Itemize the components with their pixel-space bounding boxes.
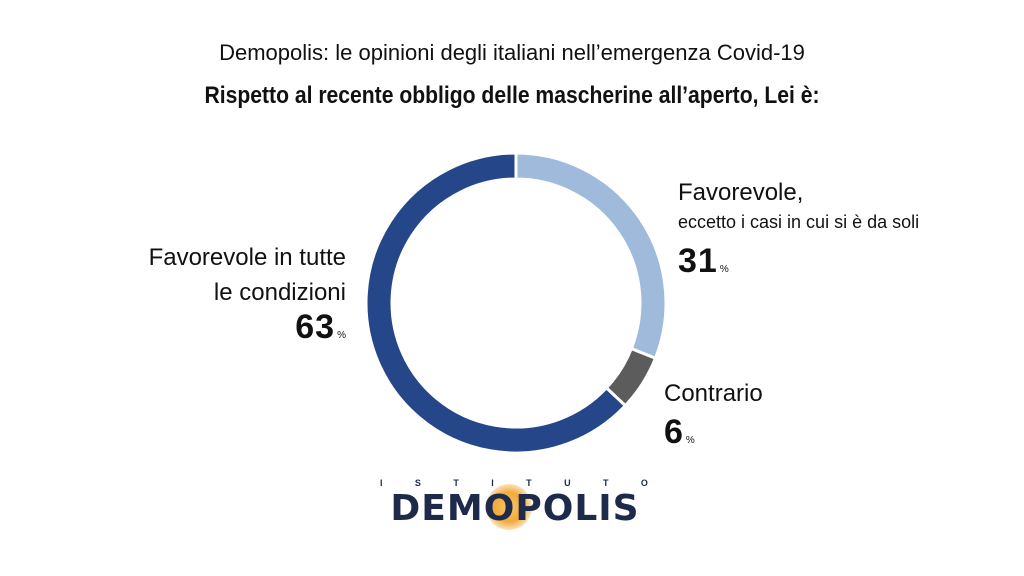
label-fav-except: Favorevole, eccetto i casi in cui si è d… <box>678 178 919 285</box>
logo-letter: T <box>602 478 611 488</box>
logo-top-text: I S T I T U T O <box>380 478 650 488</box>
label-contrario-line1: Contrario <box>664 380 763 407</box>
label-fav-except-line1: Favorevole, <box>678 179 804 206</box>
demopolis-logo: I S T I T U T O DEMOPOLIS <box>380 478 650 538</box>
label-fav-except-unit: % <box>719 264 729 275</box>
logo-letter: I <box>491 478 496 488</box>
label-fav-all-value: 63 <box>295 308 336 346</box>
logo-letter: O <box>640 478 650 488</box>
label-fav-all-line1: Favorevole in tutte <box>148 244 346 271</box>
logo-letter: S <box>414 478 423 488</box>
chart-supertitle: Demopolis: le opinioni degli italiani ne… <box>219 40 805 65</box>
label-contrario: Contrario 6% <box>664 378 763 457</box>
slice-fav-except <box>514 151 668 361</box>
label-contrario-value: 6 <box>664 413 684 451</box>
label-fav-all-valueline: 63% <box>295 310 346 345</box>
label-fav-all-unit: % <box>337 330 346 341</box>
label-contrario-unit: % <box>685 435 695 446</box>
chart-title: Rispetto al recente obbligo delle masche… <box>204 82 820 109</box>
slice-fav-all <box>364 151 628 455</box>
label-fav-all-line2: le condizioni <box>213 279 346 306</box>
label-fav-except-line2: eccetto i casi in cui si è da soli <box>678 212 920 232</box>
logo-letter: T <box>453 478 461 488</box>
logo-letter: T <box>526 478 534 488</box>
logo-letter: I <box>380 478 385 488</box>
label-fav-except-valueline: 31% <box>678 244 919 285</box>
logo-main-text: DEMOPOLIS <box>390 488 640 529</box>
label-fav-all: Favorevole in tutte le condizioni 63% <box>70 240 346 353</box>
label-contrario-valueline: 6% <box>664 413 763 457</box>
logo-letter: U <box>564 478 573 488</box>
label-fav-except-value: 31 <box>678 242 718 280</box>
logo-sun-icon <box>486 484 532 530</box>
